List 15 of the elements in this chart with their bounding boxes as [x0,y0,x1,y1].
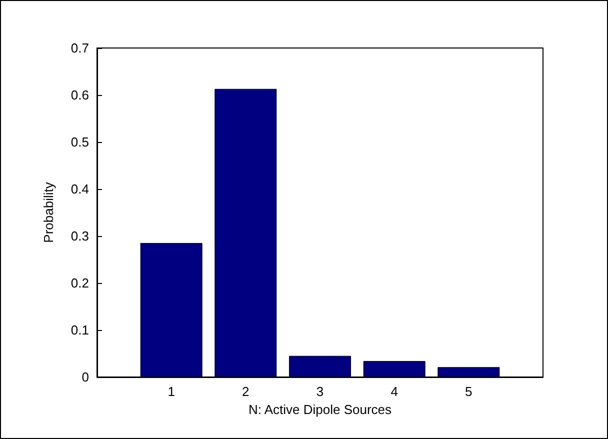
x-tick-label: 4 [390,384,398,399]
y-tick-label: 0 [82,370,89,384]
y-tick-label: 0.5 [70,134,89,150]
y-axis-title: Probability [41,182,56,243]
x-axis-title: N: Active Dipole Sources [248,402,392,417]
y-tick-label: 0.1 [70,322,89,338]
y-tick-label: 0.3 [70,228,89,244]
x-tick-label: 5 [465,384,472,399]
y-tick-label: 0.4 [70,182,89,196]
y-tick-label: 0.6 [70,88,89,102]
y-tick-label: 0.7 [70,40,89,56]
x-tick-label: 2 [242,384,250,399]
x-tick-label: 3 [316,384,324,399]
y-tick-label: 0.2 [70,276,89,290]
x-tick-label: 1 [168,384,175,399]
